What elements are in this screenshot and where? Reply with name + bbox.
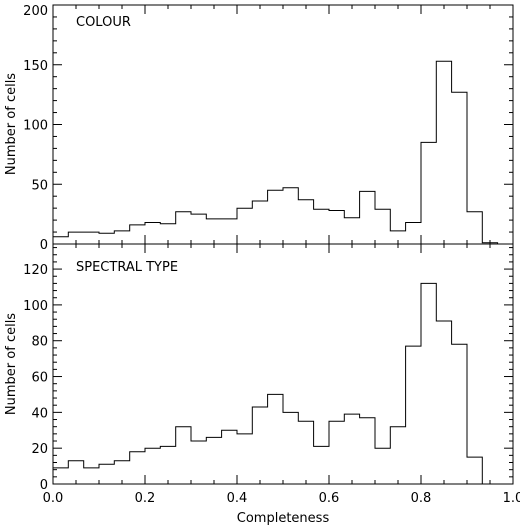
y-tick-label: 50: [31, 178, 48, 193]
top-y-axis-title: Number of cells: [4, 73, 19, 175]
top-panel-ticks: 0 50 100 150 200: [23, 4, 514, 253]
y-tick-label: 150: [23, 59, 48, 74]
bottom-panel-frame: [52, 243, 514, 485]
spectral-type-histogram-line: [53, 282, 513, 485]
y-tick-label: 40: [31, 406, 48, 421]
y-tick-label: 60: [31, 371, 48, 386]
y-tick-label: 100: [23, 299, 48, 314]
y-tick-label: 100: [23, 119, 48, 134]
x-tick-label: 0.8: [411, 491, 432, 506]
bottom-y-axis-title: Number of cells: [4, 313, 19, 415]
y-tick-label: 0: [40, 478, 48, 493]
x-tick-label: 0.6: [319, 491, 340, 506]
y-tick-label: 200: [23, 4, 48, 19]
bottom-panel-label: SPECTRAL TYPE: [76, 260, 178, 275]
x-tick-label: 0.0: [43, 491, 64, 506]
y-tick-label: 120: [23, 263, 48, 278]
x-tick-label: 0.2: [135, 491, 156, 506]
top-panel-frame: [52, 4, 514, 245]
colour-histogram-line: [53, 60, 513, 245]
x-tick-label: 1.0: [503, 491, 520, 506]
y-tick-label: 80: [31, 335, 48, 350]
y-tick-label: 20: [31, 442, 48, 457]
x-tick-label: 0.4: [227, 491, 248, 506]
bottom-panel-ticks: 0 20 40 60 80 100 120 0.0 0.2 0.4 0.6 0.8 1.0: [23, 244, 520, 506]
y-tick-label: 0: [40, 238, 48, 253]
top-panel-label: COLOUR: [76, 15, 131, 30]
x-axis-title: Completeness: [237, 511, 330, 526]
